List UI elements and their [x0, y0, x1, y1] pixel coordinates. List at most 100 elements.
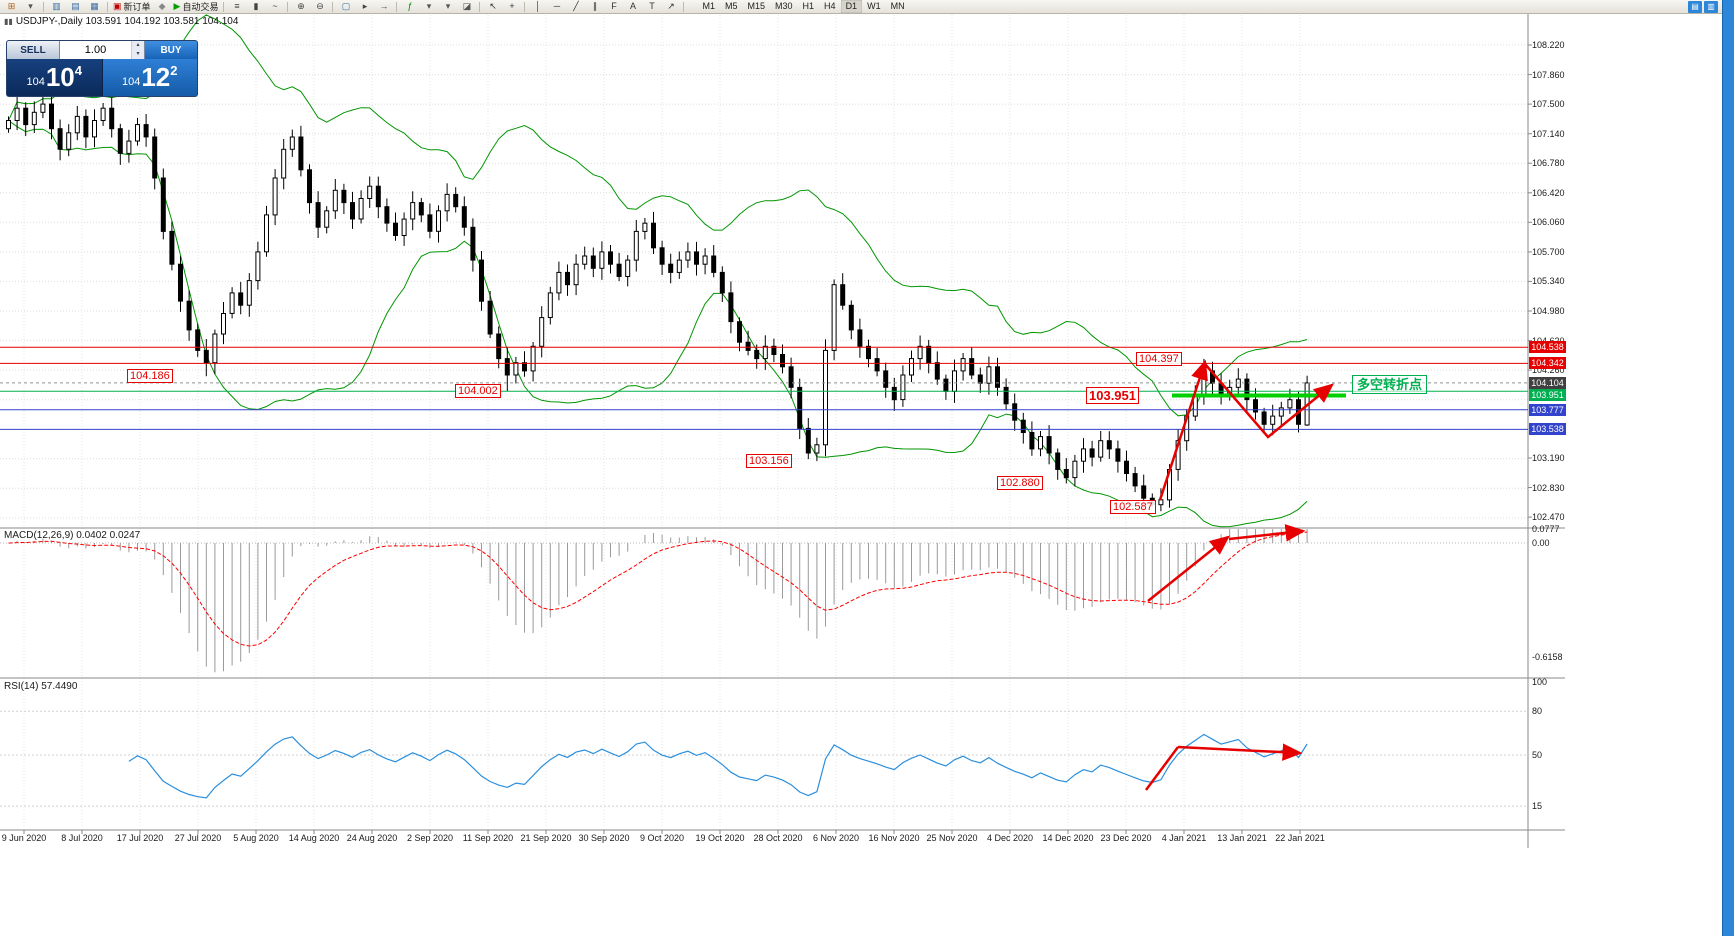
trend-arrow-rsi-5[interactable] — [1144, 746, 1180, 791]
sell-price-big: 10 — [45, 62, 75, 92]
equidistant-channel-icon[interactable]: ∥ — [585, 0, 604, 13]
cursor-icon[interactable]: ↖ — [483, 0, 502, 13]
sell-price-base: 104 — [26, 76, 45, 88]
fibonacci-icon[interactable]: F — [604, 0, 623, 13]
vertical-line-icon[interactable]: │ — [528, 0, 547, 13]
trend-arrow-main-1[interactable] — [1158, 359, 1208, 501]
periods-dropdown-icon[interactable]: ▾ — [438, 0, 457, 13]
timeframe-m1[interactable]: M1 — [702, 1, 715, 11]
rsi-line — [128, 733, 1308, 799]
toolbar: ⊞ ▾ ▥ ▤ ▦ ▣ 新订单 ◆ ▶ 自动交易 ≡ ▮ ~ ⊕ ⊖ ▢ ▸ → ƒ ▾ ▾ ◪ ↖ + │ ─ ╱ ∥ F A T ↗ M1 M… — [0, 0, 1734, 14]
indicators-icon[interactable]: ƒ — [400, 0, 419, 13]
autotrading-play-icon: ▶ — [173, 1, 181, 11]
market-watch-icon[interactable]: ▥ — [47, 0, 66, 13]
trend-arrow-rsi-6[interactable] — [1177, 743, 1303, 761]
metaeditor-icon[interactable]: ◆ — [153, 0, 172, 13]
trend-arrow-main-2[interactable] — [1204, 363, 1334, 439]
turning-point-note[interactable]: 多空转折点 — [1352, 375, 1428, 394]
timeframe-m15[interactable]: M15 — [747, 1, 766, 11]
trendline-icon[interactable]: ╱ — [566, 0, 585, 13]
bollinger-bands — [8, 14, 1308, 528]
tile-windows-icon[interactable]: ▢ — [336, 0, 355, 13]
zoom-in-icon[interactable]: ⊕ — [291, 0, 310, 13]
data-window-icon[interactable]: ▤ — [66, 0, 85, 13]
rsi-indicator — [0, 710, 1528, 807]
new-order-icon: ▣ — [113, 1, 122, 11]
macd-title: MACD(12,26,9) 0.0402 0.0247 — [4, 530, 141, 541]
candlestick-chart-icon[interactable]: ▮ — [246, 0, 265, 13]
horizontal-line-icon[interactable]: ─ — [547, 0, 566, 13]
timeframe-h1[interactable]: H1 — [802, 1, 815, 11]
vertical-line-icon: │ — [535, 1, 541, 11]
buy-price[interactable]: 104 12 2 — [102, 59, 197, 96]
sell-price[interactable]: 104 10 4 — [7, 59, 103, 96]
timeframe-w1[interactable]: W1 — [867, 1, 881, 11]
dock-panel-icon-b[interactable]: ▥ — [1704, 0, 1718, 13]
toolbar-separator — [524, 1, 526, 12]
toolbar-right-icons: ▤ ▥ — [1686, 0, 1718, 13]
navigator-icon[interactable]: ▦ — [85, 0, 104, 13]
macd-indicator — [0, 529, 1528, 673]
new-order-button[interactable]: ▣ 新订单 — [111, 0, 153, 13]
new-order-button-label: 新订单 — [123, 2, 151, 12]
volume-up-icon[interactable]: ▴ — [132, 41, 144, 50]
arrows-icon[interactable]: ↗ — [661, 0, 680, 13]
volume-input[interactable] — [60, 41, 131, 59]
timeframe-m30[interactable]: M30 — [775, 1, 793, 11]
text-label-icon[interactable]: T — [642, 0, 661, 13]
buy-price-sup: 2 — [170, 63, 178, 78]
dock-panel-icon-a[interactable]: ▤ — [1688, 0, 1702, 13]
tile-windows-icon: ▢ — [341, 1, 351, 11]
templates-icon[interactable]: ◪ — [457, 0, 476, 13]
zoom-out-icon[interactable]: ⊖ — [310, 0, 329, 13]
toolbar-separator — [332, 1, 334, 12]
zoom-out-icon: ⊖ — [316, 1, 324, 11]
text-label-icon: T — [649, 1, 655, 11]
zoom-in-icon: ⊕ — [297, 1, 305, 11]
chart-shift-icon[interactable]: → — [374, 0, 393, 13]
equidistant-channel-icon: ∥ — [592, 1, 598, 11]
vertical-scrollbar[interactable] — [1722, 0, 1734, 936]
autotrading-button-label: 自动交易 — [182, 2, 219, 12]
trend-arrow-macd-3[interactable] — [1147, 535, 1230, 602]
volume-down-icon[interactable]: ▾ — [132, 50, 144, 59]
text-icon: A — [629, 1, 636, 11]
auto-scroll-icon[interactable]: ▸ — [355, 0, 374, 13]
bars-chart-icon[interactable]: ≡ — [227, 0, 246, 13]
timeframe-mn[interactable]: MN — [890, 1, 905, 11]
indicators-icon: ƒ — [407, 1, 413, 11]
timeframe-h4[interactable]: H4 — [824, 1, 836, 11]
one-click-trading-panel: SELL ▴ ▾ BUY 104 10 4 104 12 2 — [6, 40, 198, 97]
crosshair-icon[interactable]: + — [502, 0, 521, 13]
navigator-icon: ▦ — [90, 1, 99, 11]
periods-dropdown-icon: ▾ — [445, 1, 451, 11]
sell-button[interactable]: SELL — [7, 41, 60, 59]
horizontal-line-icon: ─ — [553, 1, 561, 11]
toolbar-separator — [43, 1, 44, 12]
candlesticks — [6, 94, 1310, 512]
trendline-icon: ╱ — [573, 1, 579, 11]
text-icon[interactable]: A — [623, 0, 642, 13]
crosshair-icon: + — [509, 1, 515, 11]
timeframe-d1[interactable]: D1 — [840, 0, 863, 13]
toolbar-separator — [683, 1, 685, 12]
buy-button[interactable]: BUY — [145, 41, 197, 59]
buy-price-big: 12 — [141, 62, 171, 92]
metaeditor-icon: ◆ — [158, 1, 166, 11]
bollinger-upper-band — [8, 14, 1308, 417]
profiles-dropdown-icon: ▾ — [28, 1, 33, 11]
toolbar-separator — [396, 1, 398, 12]
timeframe-group: M1 M5 M15 M30 H1 H4 D1 W1 MN — [697, 0, 909, 13]
indicators-dropdown-icon[interactable]: ▾ — [419, 0, 438, 13]
profiles-dropdown-icon[interactable]: ▾ — [21, 0, 40, 13]
toolbar-separator — [223, 1, 225, 12]
line-chart-icon[interactable]: ~ — [265, 0, 284, 13]
grid-lines — [0, 15, 1528, 828]
auto-scroll-icon: ▸ — [362, 1, 368, 11]
new-chart-icon[interactable]: ⊞ — [2, 0, 21, 13]
autotrading-button[interactable]: ▶ 自动交易 — [172, 0, 221, 13]
trend-arrow-macd-4[interactable] — [1228, 524, 1306, 542]
indicators-dropdown-icon: ▾ — [426, 1, 432, 11]
timeframe-m5[interactable]: M5 — [724, 1, 738, 11]
